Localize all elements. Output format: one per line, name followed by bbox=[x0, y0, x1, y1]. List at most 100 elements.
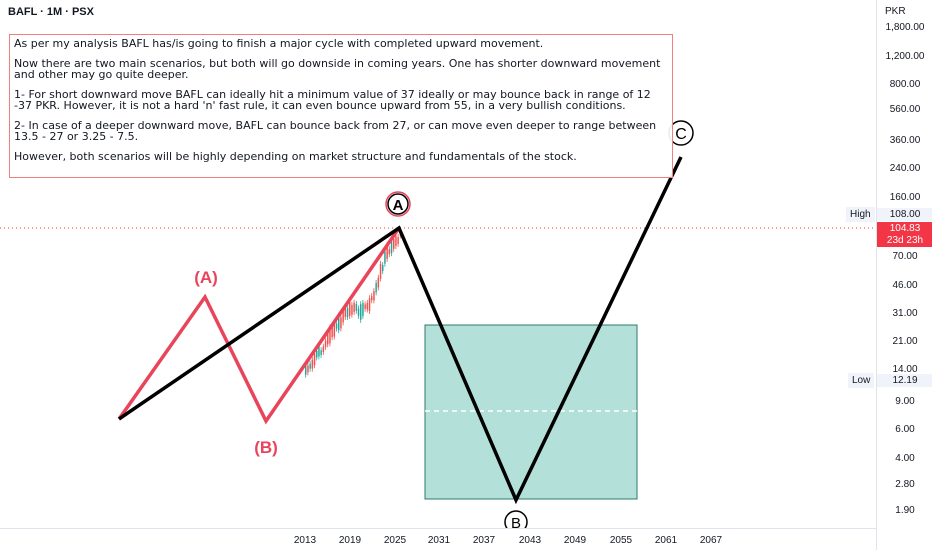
candle-body bbox=[307, 365, 309, 373]
price-tick: 1.90 bbox=[895, 505, 915, 516]
candle-body bbox=[393, 238, 395, 249]
candle-body bbox=[346, 308, 349, 318]
candle-body bbox=[377, 277, 380, 288]
candle-body bbox=[333, 323, 336, 337]
candle-body bbox=[362, 302, 364, 316]
time-axis[interactable]: 2013 2019 2025 2031 2037 2043 2049 2055 … bbox=[0, 528, 876, 551]
high-value-tag: 108.00 bbox=[877, 208, 932, 221]
time-tick: 2067 bbox=[699, 535, 723, 546]
price-axis[interactable]: PKR 1,800.00 1,200.00 800.00 560.00 360.… bbox=[876, 0, 932, 550]
price-tick: 1,200.00 bbox=[885, 51, 925, 62]
candle-body bbox=[375, 282, 377, 293]
candle-body bbox=[340, 317, 342, 329]
wave-label-a-text: A bbox=[393, 197, 404, 214]
candle-body bbox=[309, 363, 311, 369]
price-tick: 4.00 bbox=[895, 453, 915, 464]
candle-body bbox=[390, 239, 393, 254]
wave-label-b-circle: B bbox=[504, 510, 528, 528]
last-price-tag: 104.83 23d 23h bbox=[877, 222, 932, 247]
low-value-tag: 12.19 bbox=[877, 374, 932, 387]
candle-body bbox=[386, 244, 388, 259]
price-tick: 800.00 bbox=[889, 79, 921, 90]
time-tick: 2043 bbox=[518, 535, 542, 546]
time-tick: 2019 bbox=[338, 535, 362, 546]
candle-body bbox=[331, 326, 333, 338]
candle-body bbox=[353, 302, 355, 313]
price-tick: 2.80 bbox=[895, 479, 915, 490]
time-tick: 2049 bbox=[563, 535, 587, 546]
price-tick: 560.00 bbox=[889, 104, 921, 115]
price-tick: 21.00 bbox=[892, 336, 918, 347]
bar-countdown: 23d 23h bbox=[886, 235, 924, 246]
target-zone-box[interactable] bbox=[424, 324, 638, 500]
price-tick: 360.00 bbox=[889, 135, 921, 146]
chart-area[interactable]: (A) (B) A B C BAFL · 1M · PSX As per my … bbox=[0, 0, 876, 528]
time-tick: 2025 bbox=[383, 535, 407, 546]
candle-body bbox=[318, 345, 320, 357]
price-tick: 70.00 bbox=[892, 251, 918, 262]
candle-body bbox=[342, 310, 344, 323]
candle-body bbox=[355, 303, 358, 311]
candle-body bbox=[311, 359, 314, 369]
candle-body bbox=[338, 315, 340, 331]
price-tick: 160.00 bbox=[889, 192, 921, 203]
note-paragraph-3: 1- For short downward move BAFL can idea… bbox=[14, 87, 651, 112]
price-candles bbox=[305, 226, 402, 378]
candle-body bbox=[364, 304, 366, 309]
wave-label-b-red: (B) bbox=[254, 438, 278, 457]
candle-body bbox=[305, 364, 307, 375]
note-paragraph-2: Now there are two main scenarios, but bo… bbox=[14, 56, 661, 81]
price-tick: 46.00 bbox=[892, 280, 918, 291]
candle-body bbox=[327, 332, 329, 345]
red-wave-line[interactable] bbox=[117, 227, 401, 425]
note-paragraph-1: As per my analysis BAFL has/is going to … bbox=[14, 37, 544, 50]
candle-body bbox=[379, 263, 382, 279]
wave-label-b-text: B bbox=[511, 515, 521, 528]
time-tick: 2061 bbox=[654, 535, 678, 546]
price-tick: 6.00 bbox=[895, 424, 915, 435]
candle-body bbox=[322, 346, 325, 353]
candle-body bbox=[335, 323, 338, 329]
candle-body bbox=[324, 340, 327, 347]
currency-label[interactable]: PKR bbox=[885, 6, 906, 17]
symbol-title[interactable]: BAFL · 1M · PSX bbox=[8, 6, 94, 18]
candle-body bbox=[371, 296, 373, 301]
analysis-note[interactable]: As per my analysis BAFL has/is going to … bbox=[9, 34, 673, 178]
candle-body bbox=[344, 307, 347, 317]
candle-body bbox=[382, 265, 384, 271]
candle-body bbox=[320, 350, 322, 355]
candle-body bbox=[316, 350, 318, 358]
candle-body bbox=[397, 237, 399, 244]
note-paragraph-5: However, both scenarios will be highly d… bbox=[14, 149, 577, 163]
candle-body bbox=[373, 291, 375, 301]
price-tick: 31.00 bbox=[892, 308, 918, 319]
note-paragraph-4: 2- In case of a deeper downward move, BA… bbox=[14, 118, 657, 143]
time-tick: 2031 bbox=[427, 535, 451, 546]
high-label: High bbox=[846, 207, 875, 222]
time-tick: 2037 bbox=[472, 535, 496, 546]
candle-body bbox=[395, 236, 397, 246]
candle-body bbox=[366, 302, 369, 310]
wave-label-a-circle: A bbox=[385, 191, 411, 217]
candle-body bbox=[329, 327, 331, 344]
black-wave-line[interactable] bbox=[118, 156, 683, 505]
candle-body bbox=[384, 251, 386, 264]
candle-body bbox=[351, 304, 353, 315]
candle-body bbox=[360, 304, 362, 320]
chart-canvas[interactable]: (A) (B) A B C bbox=[0, 0, 876, 528]
time-tick: 2013 bbox=[293, 535, 317, 546]
low-label: Low bbox=[848, 373, 875, 388]
candle-body bbox=[388, 249, 391, 255]
candle-body bbox=[357, 308, 360, 316]
price-tick: 240.00 bbox=[889, 163, 921, 174]
wave-label-c-text: C bbox=[675, 126, 687, 143]
price-tick: 9.00 bbox=[895, 396, 915, 407]
price-tick: 14.00 bbox=[892, 364, 918, 375]
last-price-value: 104.83 bbox=[889, 223, 921, 234]
price-tick: 1,800.00 bbox=[885, 22, 925, 33]
wave-label-a-red: (A) bbox=[194, 268, 218, 287]
candle-body bbox=[368, 298, 371, 312]
candle-body bbox=[349, 300, 351, 316]
time-tick: 2055 bbox=[609, 535, 633, 546]
candle-body bbox=[313, 353, 316, 366]
